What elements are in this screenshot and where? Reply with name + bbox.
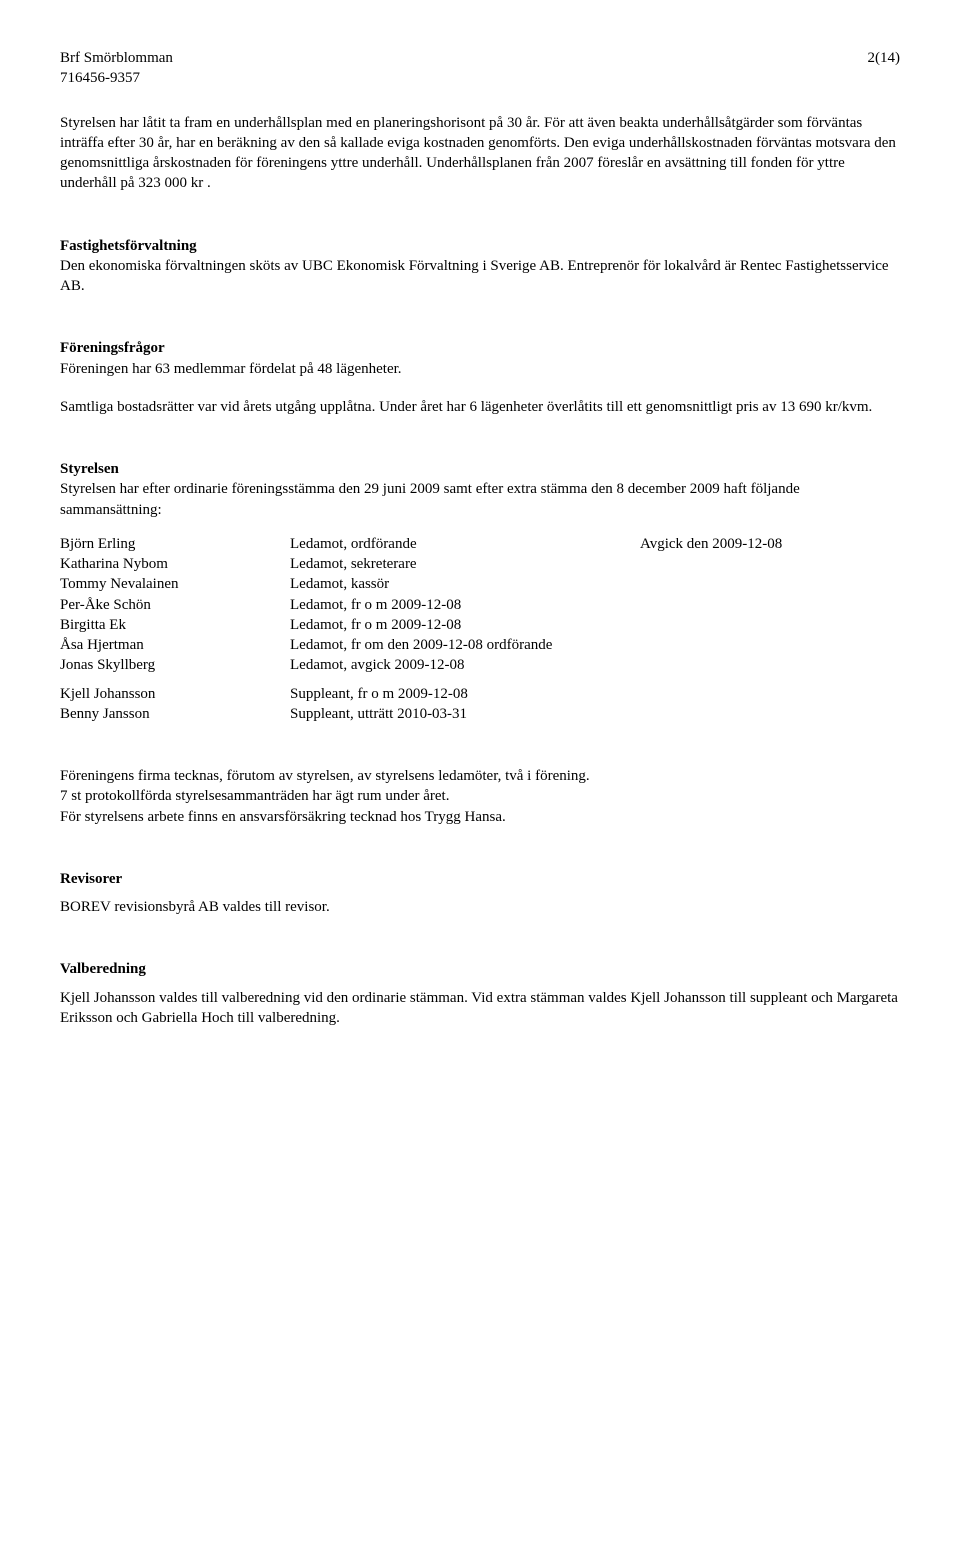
revisorer-body: BOREV revisionsbyrå AB valdes till revis… bbox=[60, 897, 900, 917]
suppleant-note bbox=[640, 704, 900, 724]
member-role: Ledamot, avgick 2009-12-08 bbox=[290, 655, 640, 675]
suppleant-name: Benny Jansson bbox=[60, 704, 290, 724]
suppleant-row: Benny Jansson Suppleant, utträtt 2010-03… bbox=[60, 704, 900, 724]
suppleant-role: Suppleant, utträtt 2010-03-31 bbox=[290, 704, 640, 724]
board-row: Birgitta Ek Ledamot, fr o m 2009-12-08 bbox=[60, 615, 900, 635]
styrelsen-intro: Styrelsen har efter ordinarie föreningss… bbox=[60, 479, 900, 520]
member-role: Ledamot, fr om den 2009-12-08 ordförande bbox=[290, 635, 640, 655]
member-name: Jonas Skyllberg bbox=[60, 655, 290, 675]
firma-line1: Föreningens firma tecknas, förutom av st… bbox=[60, 766, 900, 786]
org-block: Brf Smörblomman 716456-9357 bbox=[60, 48, 173, 89]
board-row: Per-Åke Schön Ledamot, fr o m 2009-12-08 bbox=[60, 595, 900, 615]
member-note bbox=[640, 615, 900, 635]
page-indicator: 2(14) bbox=[868, 48, 901, 89]
fastighet-body: Den ekonomiska förvaltningen sköts av UB… bbox=[60, 256, 900, 297]
suppleant-name: Kjell Johansson bbox=[60, 684, 290, 704]
member-role: Ledamot, kassör bbox=[290, 574, 640, 594]
firma-line3: För styrelsens arbete finns en ansvarsfö… bbox=[60, 807, 900, 827]
member-note bbox=[640, 595, 900, 615]
suppleant-role: Suppleant, fr o m 2009-12-08 bbox=[290, 684, 640, 704]
forening-line1: Föreningen har 63 medlemmar fördelat på … bbox=[60, 359, 900, 379]
member-name: Per-Åke Schön bbox=[60, 595, 290, 615]
board-row: Katharina Nybom Ledamot, sekreterare bbox=[60, 554, 900, 574]
suppleant-row: Kjell Johansson Suppleant, fr o m 2009-1… bbox=[60, 684, 900, 704]
member-name: Tommy Nevalainen bbox=[60, 574, 290, 594]
member-name: Björn Erling bbox=[60, 534, 290, 554]
member-role: Ledamot, fr o m 2009-12-08 bbox=[290, 595, 640, 615]
member-note: Avgick den 2009-12-08 bbox=[640, 534, 900, 554]
board-members-table: Björn Erling Ledamot, ordförande Avgick … bbox=[60, 534, 900, 724]
member-note bbox=[640, 655, 900, 675]
member-note bbox=[640, 635, 900, 655]
member-name: Birgitta Ek bbox=[60, 615, 290, 635]
member-name: Åsa Hjertman bbox=[60, 635, 290, 655]
intro-paragraph: Styrelsen har låtit ta fram en underhåll… bbox=[60, 113, 900, 194]
member-role: Ledamot, fr o m 2009-12-08 bbox=[290, 615, 640, 635]
fastighet-title: Fastighetsförvaltning bbox=[60, 236, 900, 256]
valberedning-title: Valberedning bbox=[60, 959, 900, 979]
suppleant-note bbox=[640, 684, 900, 704]
board-row: Björn Erling Ledamot, ordförande Avgick … bbox=[60, 534, 900, 554]
org-number: 716456-9357 bbox=[60, 68, 173, 88]
firma-line2: 7 st protokollförda styrelsesammanträden… bbox=[60, 786, 900, 806]
board-row: Jonas Skyllberg Ledamot, avgick 2009-12-… bbox=[60, 655, 900, 675]
member-role: Ledamot, sekreterare bbox=[290, 554, 640, 574]
page-header: Brf Smörblomman 716456-9357 2(14) bbox=[60, 48, 900, 89]
forening-title: Föreningsfrågor bbox=[60, 338, 900, 358]
forening-line2: Samtliga bostadsrätter var vid årets utg… bbox=[60, 397, 900, 417]
member-note bbox=[640, 574, 900, 594]
board-row: Tommy Nevalainen Ledamot, kassör bbox=[60, 574, 900, 594]
org-name: Brf Smörblomman bbox=[60, 48, 173, 68]
board-row: Åsa Hjertman Ledamot, fr om den 2009-12-… bbox=[60, 635, 900, 655]
revisorer-title: Revisorer bbox=[60, 869, 900, 889]
valberedning-body: Kjell Johansson valdes till valberedning… bbox=[60, 988, 900, 1029]
member-name: Katharina Nybom bbox=[60, 554, 290, 574]
member-note bbox=[640, 554, 900, 574]
member-role: Ledamot, ordförande bbox=[290, 534, 640, 554]
styrelsen-title: Styrelsen bbox=[60, 459, 900, 479]
